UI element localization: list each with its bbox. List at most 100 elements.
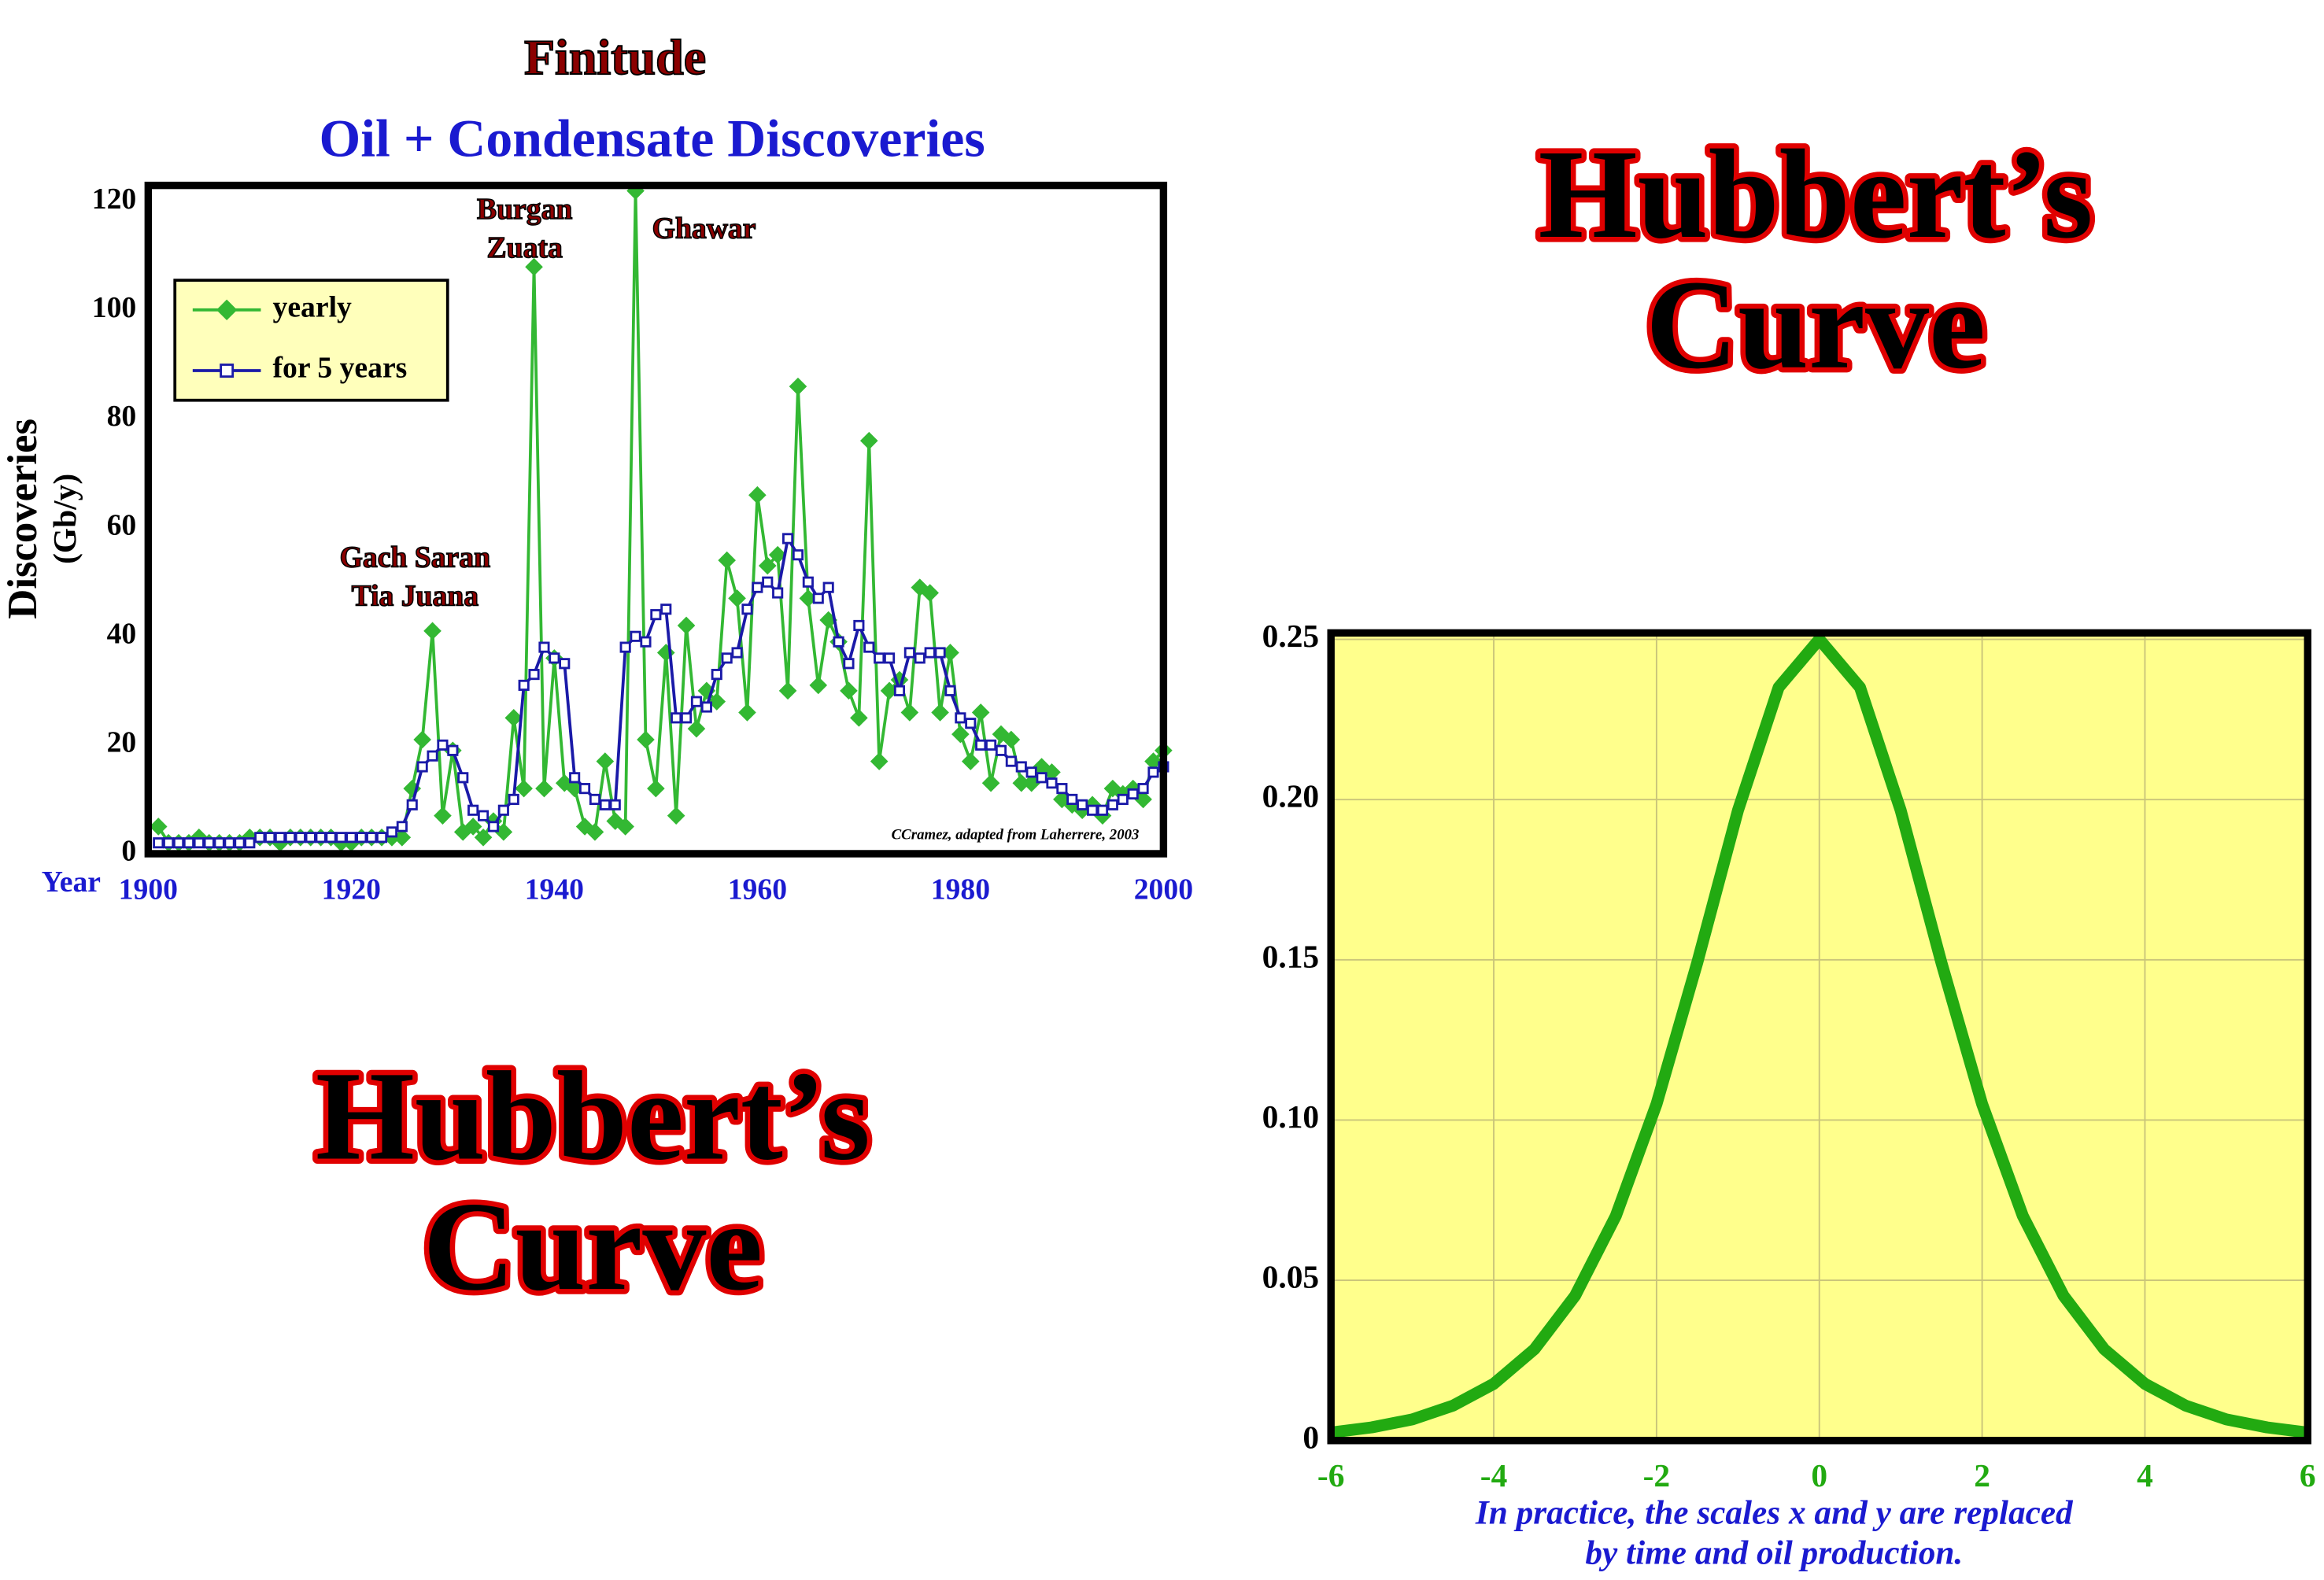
annotation: Gach Saran — [340, 541, 491, 574]
marker — [1117, 793, 1129, 805]
y-tick-label: 40 — [107, 617, 137, 650]
marker — [396, 821, 408, 832]
x-tick-label: 1980 — [931, 873, 990, 906]
marker — [640, 636, 652, 648]
x-tick-label: 1960 — [728, 873, 787, 906]
marker — [853, 619, 865, 632]
marker — [792, 549, 804, 561]
marker — [944, 685, 956, 696]
marker — [366, 832, 378, 844]
x-tick-label: 1940 — [525, 873, 584, 906]
marker — [153, 837, 164, 849]
marker — [599, 799, 611, 810]
x-tick-label: -6 — [1317, 1457, 1345, 1493]
marker — [244, 837, 256, 849]
marker — [981, 773, 1000, 792]
marker — [1134, 790, 1152, 809]
marker — [487, 821, 500, 832]
annotation: Tia Juana — [352, 580, 479, 613]
marker — [843, 658, 855, 670]
annotation: Zuata — [487, 231, 563, 264]
annotation: Ghawar — [652, 212, 756, 245]
marker — [893, 685, 906, 696]
marker — [708, 692, 726, 711]
marker — [494, 823, 513, 841]
annotation: Burgan — [477, 193, 572, 226]
marker — [416, 761, 428, 773]
marker — [667, 807, 685, 825]
marker — [884, 652, 896, 664]
marker — [596, 752, 615, 770]
marker — [874, 652, 885, 664]
marker — [569, 772, 581, 784]
marker — [477, 810, 490, 821]
x-tick-label: 4 — [2137, 1457, 2153, 1493]
marker — [741, 604, 753, 615]
marker — [1077, 799, 1088, 810]
marker — [840, 681, 858, 700]
marker — [690, 696, 703, 707]
marker — [1046, 777, 1058, 789]
x-axis-label: Year — [42, 866, 101, 899]
marker — [1056, 783, 1068, 795]
marker — [508, 793, 519, 805]
marker — [1127, 788, 1139, 800]
legend-marker — [216, 299, 238, 320]
legend-marker — [220, 364, 235, 378]
x-tick-label: 0 — [1811, 1457, 1827, 1493]
x-tick-label: -4 — [1480, 1457, 1508, 1493]
marker — [728, 589, 746, 607]
marker — [356, 832, 368, 844]
legend-label: for 5 years — [273, 352, 408, 385]
marker — [731, 647, 743, 659]
credit: CCramez, adapted from Laherrere, 2003 — [892, 827, 1140, 844]
heading: Hubbert’s — [1539, 124, 2093, 265]
x-tick-label: 1920 — [322, 873, 381, 906]
marker — [812, 592, 824, 604]
marker — [518, 679, 530, 691]
y-tick-label: 0.25 — [1262, 618, 1320, 654]
series-line — [1330, 633, 2309, 1439]
marker — [650, 609, 662, 621]
marker — [782, 533, 794, 545]
marker — [778, 681, 797, 700]
marker — [1005, 755, 1017, 767]
marker — [386, 826, 398, 838]
marker — [900, 703, 919, 722]
y-tick-label: 80 — [107, 400, 137, 433]
y-tick-label: 120 — [92, 183, 136, 216]
marker — [680, 712, 693, 724]
y-tick-label: 0 — [1302, 1419, 1319, 1455]
marker — [1144, 752, 1162, 770]
marker — [975, 739, 987, 751]
y-tick-label: 0.05 — [1262, 1259, 1320, 1295]
y-axis-unit: (Gb/y) — [46, 474, 83, 564]
y-tick-label: 0.20 — [1262, 778, 1320, 814]
marker — [467, 804, 479, 816]
marker — [721, 652, 733, 664]
marker — [718, 551, 736, 570]
marker — [748, 485, 767, 504]
legend-box — [173, 279, 449, 402]
marker — [549, 652, 560, 664]
marker — [1012, 773, 1031, 792]
marker — [1096, 804, 1109, 816]
marker — [995, 744, 1007, 756]
marker — [955, 712, 966, 724]
marker — [924, 647, 936, 659]
x-tick-label: 2000 — [1134, 873, 1193, 906]
marker — [447, 744, 459, 756]
x-tick-label: -2 — [1643, 1457, 1671, 1493]
marker — [903, 647, 915, 659]
marker — [437, 739, 449, 751]
marker — [609, 799, 621, 810]
marker — [578, 783, 591, 795]
marker — [1107, 799, 1118, 810]
marker — [457, 772, 469, 784]
x-tick-label: 2 — [1974, 1457, 1990, 1493]
marker — [315, 832, 327, 844]
heading: Curve — [423, 1176, 763, 1317]
marker — [961, 752, 980, 770]
heading: Curve — [1646, 255, 1986, 396]
